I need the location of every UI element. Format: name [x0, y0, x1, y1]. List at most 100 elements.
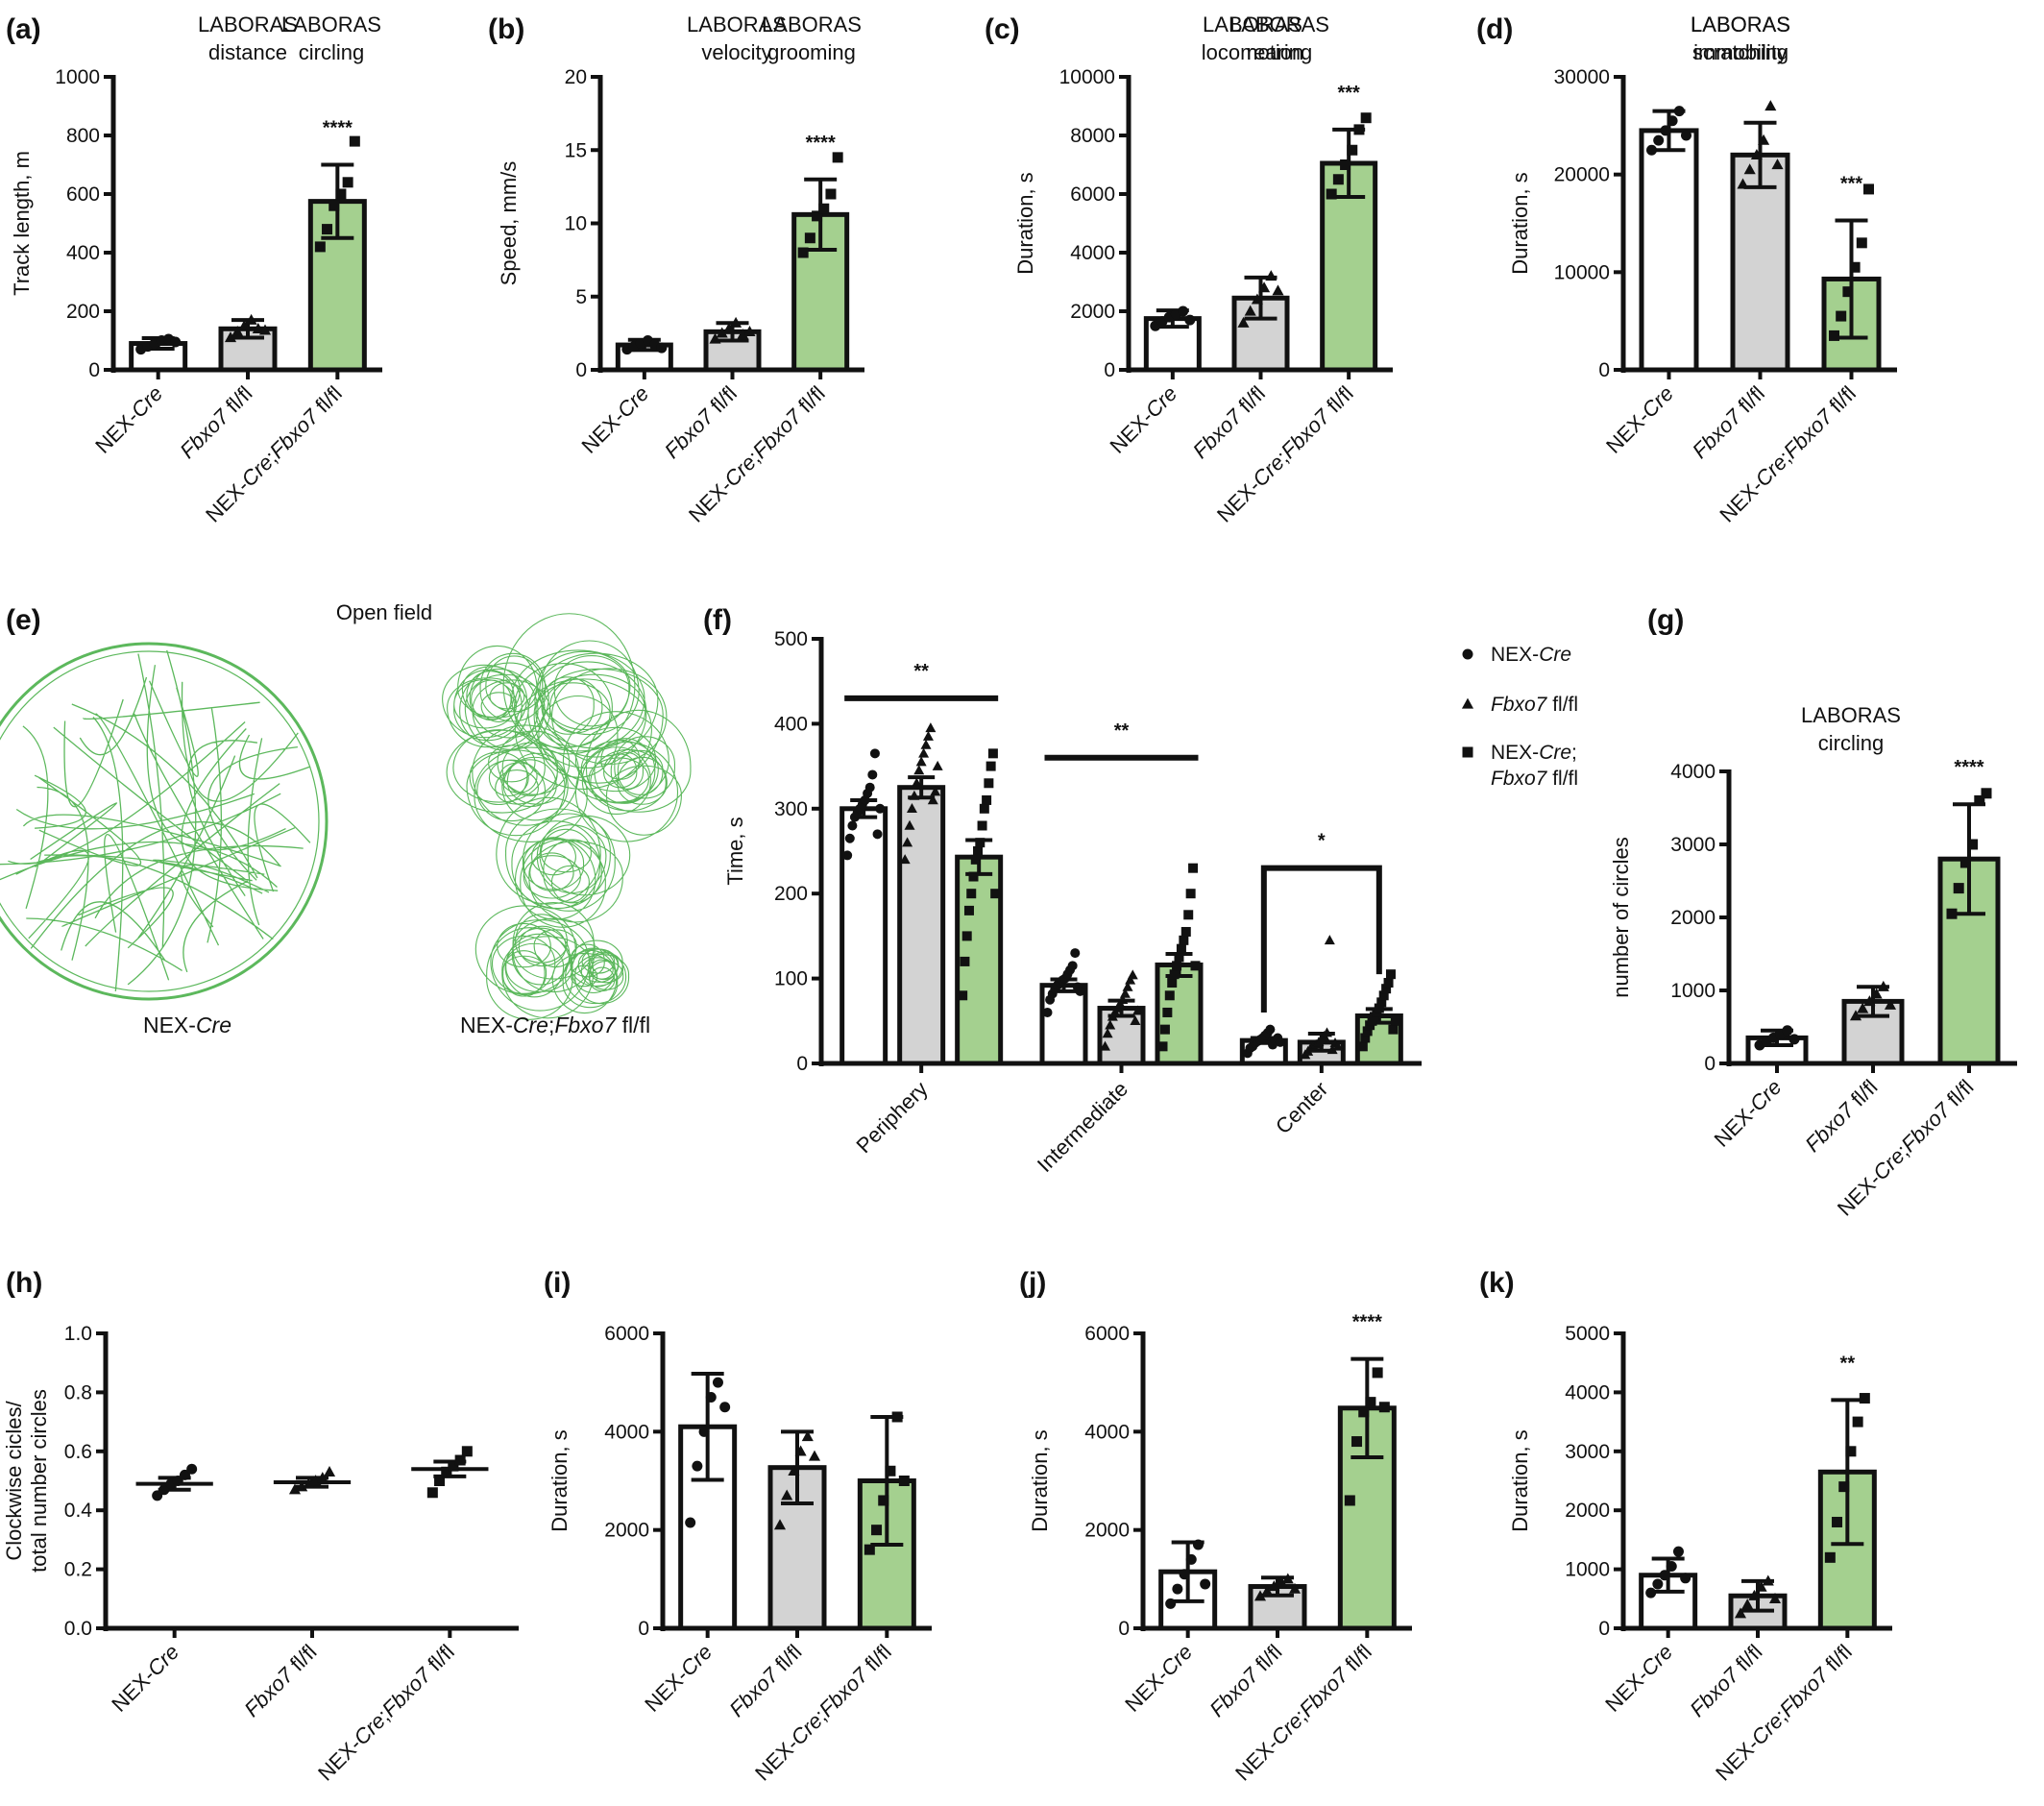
data-point: [1253, 1590, 1267, 1601]
panel-label: (i): [544, 1267, 571, 1299]
y-tick-label: 1000: [1670, 980, 1716, 1002]
y-axis-label: Speed, mm/s: [497, 161, 521, 286]
data-point: [906, 803, 917, 814]
data-point: [1244, 305, 1256, 316]
data-point: [1105, 1019, 1116, 1030]
y-tick-label: 0: [1598, 359, 1610, 381]
data-point: [1365, 1397, 1376, 1408]
data-point: [685, 1517, 696, 1528]
chart-title: velocity: [701, 40, 771, 64]
y-tick-label: 4000: [604, 1421, 649, 1443]
data-point: [1119, 988, 1131, 998]
data-point: [1272, 284, 1284, 296]
data-point: [656, 342, 668, 354]
panel-label: (g): [1647, 604, 1684, 636]
category-label: Fbxo7 fl/fl: [239, 1640, 321, 1721]
y-tick-label: 4000: [1670, 761, 1716, 783]
data-point: [832, 152, 843, 163]
data-point: [885, 1465, 896, 1477]
data-point: [1183, 910, 1194, 920]
panel-label: (a): [6, 13, 41, 45]
data-point: [932, 760, 943, 770]
data-point: [1340, 159, 1351, 170]
y-axis-label: Duration, s: [1013, 172, 1037, 274]
y-tick-label: 500: [774, 628, 808, 650]
chart-title: immobility: [1693, 40, 1788, 64]
y-tick-label: 20: [565, 66, 587, 88]
y-tick-label: 0: [88, 359, 100, 381]
data-point: [1075, 986, 1085, 996]
significance-label: ****: [1352, 1312, 1382, 1333]
y-tick-label: 2000: [1565, 1500, 1610, 1522]
data-point: [1381, 984, 1392, 994]
data-point: [1167, 978, 1178, 988]
y-tick-label: 3000: [1670, 834, 1716, 856]
category-label: Fbxo7 fl/fl: [175, 381, 256, 463]
data-point: [1332, 174, 1344, 185]
data-point: [773, 1519, 787, 1530]
data-point: [1659, 1570, 1670, 1581]
chart-title: circling: [299, 40, 364, 64]
data-point: [1127, 969, 1138, 980]
data-point: [737, 329, 749, 340]
significance-label: **: [1114, 720, 1130, 742]
panel-c: (c) LABORAS locomotion 0 2000 4000 6000 8000 100…: [985, 12, 1393, 527]
y-tick-label: 100: [774, 968, 808, 990]
data-point: [303, 1477, 315, 1489]
data-point: [1324, 935, 1335, 945]
chart-title: grooming: [767, 40, 856, 64]
data-point: [1190, 961, 1201, 971]
panel-i: (i)LABORASgrooming0200040006000Duration,…: [544, 12, 932, 1786]
data-point: [1357, 1041, 1368, 1052]
data-point: [252, 322, 264, 333]
significance-label: ****: [806, 133, 836, 154]
data-point: [872, 829, 883, 840]
chart-title: LABORAS: [1801, 703, 1901, 727]
data-point: [1376, 997, 1387, 1008]
y-axis-label: Duration, s: [548, 1429, 572, 1531]
category-label: NEX-Cre: [1120, 1640, 1197, 1717]
arena-caption-part: NEX-: [143, 1013, 196, 1037]
panel-a: (a) LABORAS distance 0 200 400 600 800 1000 Track…: [6, 12, 382, 527]
y-tick-label: 1.0: [64, 1323, 92, 1345]
category-label: NEX-Cre: [1600, 1640, 1677, 1717]
data-point: [224, 331, 237, 343]
data-point: [1102, 1028, 1113, 1038]
data-point: [1824, 1551, 1836, 1563]
category-label: Fbxo7 fl/fl: [660, 381, 742, 463]
y-tick-label: 6000: [1084, 1323, 1130, 1345]
y-tick-label: 0: [1704, 1053, 1716, 1075]
panel-label: (b): [488, 13, 524, 45]
data-point: [1268, 1580, 1280, 1592]
chart-title: LABORAS: [1203, 12, 1302, 37]
data-point: [1748, 1589, 1761, 1600]
data-point: [1258, 281, 1271, 293]
chart-title: LABORAS: [198, 12, 298, 37]
data-point: [1164, 990, 1175, 1001]
data-point: [922, 730, 934, 741]
panel-label: (d): [1476, 13, 1513, 45]
panel-label: (h): [6, 1267, 42, 1299]
data-point: [1849, 1010, 1862, 1021]
y-tick-label: 800: [66, 125, 100, 147]
y-tick-label: 2000: [1670, 907, 1716, 929]
data-point: [990, 889, 1001, 899]
category-label: Fbxo7 fl/fl: [1204, 1640, 1286, 1721]
data-point: [925, 722, 937, 733]
data-point: [913, 765, 925, 775]
y-tick-label: 10000: [1059, 66, 1115, 88]
panel-d: (d) LABORAS immobility 0 10000 20000 30000 Dura…: [1476, 12, 1897, 527]
data-point: [1652, 1578, 1664, 1590]
data-point: [1953, 883, 1964, 894]
data-point: [1967, 839, 1979, 850]
data-point: [1117, 993, 1129, 1004]
data-point: [245, 313, 257, 325]
data-point: [1755, 1580, 1767, 1592]
data-point: [231, 326, 244, 337]
data-point: [1681, 130, 1691, 141]
data-point: [1251, 293, 1263, 305]
legend-marker: [1462, 746, 1473, 758]
data-point: [973, 846, 984, 856]
data-point: [1741, 1599, 1754, 1610]
data-point: [970, 854, 981, 865]
